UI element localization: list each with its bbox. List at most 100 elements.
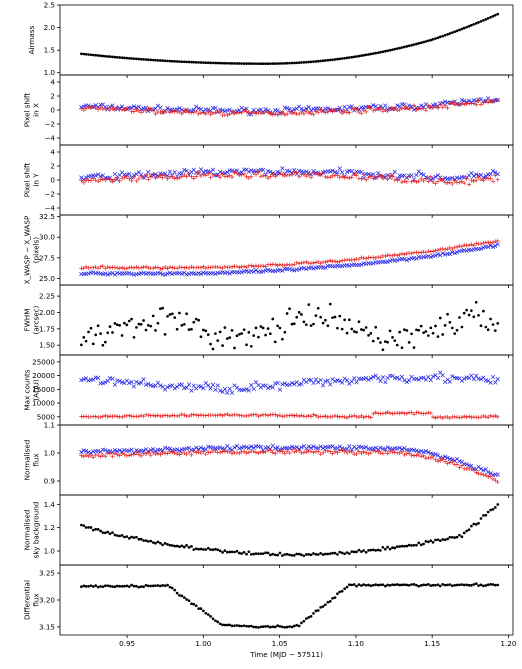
data-point <box>261 167 266 172</box>
data-point <box>210 110 216 116</box>
data-point <box>239 270 244 275</box>
data-point <box>96 54 100 57</box>
data-point <box>184 385 189 390</box>
data-point <box>245 62 248 65</box>
data-point <box>189 264 194 270</box>
data-point <box>261 269 266 274</box>
data-point <box>178 311 181 315</box>
data-point <box>380 176 385 181</box>
data-point <box>213 448 218 453</box>
data-point <box>273 451 278 456</box>
data-point <box>430 454 436 460</box>
data-point <box>143 412 149 417</box>
data-point <box>127 448 132 453</box>
data-point <box>414 376 419 382</box>
data-point <box>120 334 124 337</box>
data-point <box>98 105 103 110</box>
data-point <box>146 177 151 182</box>
data-point <box>266 551 270 555</box>
data-point <box>411 103 417 108</box>
data-point <box>467 583 471 587</box>
data-point <box>488 240 493 245</box>
data-point <box>136 381 142 386</box>
data-point <box>450 457 455 462</box>
data-point <box>194 174 199 179</box>
data-point <box>175 591 179 595</box>
data-point <box>79 377 84 383</box>
data-point <box>229 413 235 418</box>
data-point <box>91 53 95 57</box>
data-point <box>79 266 84 271</box>
data-point <box>277 262 283 267</box>
data-point <box>328 175 333 180</box>
data-point <box>254 62 258 66</box>
data-point <box>278 62 282 65</box>
data-point <box>411 412 417 417</box>
data-point <box>175 266 180 271</box>
data-point <box>467 528 471 532</box>
data-point <box>371 374 376 380</box>
data-point <box>264 62 267 66</box>
series-red <box>79 170 500 187</box>
data-point <box>321 321 325 325</box>
data-point <box>82 584 86 588</box>
data-point <box>371 548 375 552</box>
data-point <box>378 106 383 111</box>
data-point <box>446 312 449 316</box>
data-point <box>495 177 500 182</box>
y-tick-label: 1.0 <box>44 68 56 77</box>
data-point <box>344 175 350 180</box>
data-point <box>397 445 402 451</box>
data-point <box>155 413 161 418</box>
data-point <box>333 551 337 555</box>
data-point <box>368 376 373 381</box>
data-point <box>350 327 354 331</box>
data-point <box>261 110 266 115</box>
data-point <box>194 317 198 321</box>
data-point <box>438 458 443 463</box>
data-point <box>376 548 380 552</box>
data-point <box>135 535 138 539</box>
data-point <box>168 313 172 316</box>
data-point <box>466 414 472 419</box>
data-point <box>495 414 500 419</box>
data-point <box>489 582 492 586</box>
data-point <box>84 526 88 529</box>
series-blue <box>79 370 500 396</box>
data-point <box>366 377 371 382</box>
data-point <box>106 331 110 335</box>
data-point <box>194 104 199 109</box>
data-point <box>99 54 102 58</box>
data-point <box>197 547 200 551</box>
data-point <box>277 413 283 418</box>
data-point <box>304 414 309 419</box>
data-point <box>488 243 493 248</box>
data-point <box>356 107 362 112</box>
data-point <box>162 445 168 450</box>
data-point <box>347 175 352 181</box>
data-point <box>304 553 308 556</box>
data-point <box>321 414 326 419</box>
data-point <box>124 172 129 177</box>
data-point <box>361 175 366 181</box>
data-point <box>364 256 369 261</box>
data-point <box>469 170 474 176</box>
data-point <box>343 318 346 322</box>
data-point <box>146 323 150 327</box>
data-point <box>268 384 273 389</box>
data-point <box>321 108 326 114</box>
data-point <box>433 415 438 420</box>
y-tick-label: 25000 <box>32 357 55 366</box>
data-point <box>426 254 431 259</box>
data-point <box>192 320 196 324</box>
data-point <box>261 450 266 455</box>
y-axis-label: Normalised <box>23 510 32 551</box>
data-point <box>289 108 295 114</box>
data-point <box>222 449 227 454</box>
data-point <box>323 174 328 179</box>
data-point <box>210 167 216 172</box>
y-tick-label: 4 <box>50 148 55 157</box>
data-point <box>319 315 323 319</box>
data-point <box>280 449 285 454</box>
